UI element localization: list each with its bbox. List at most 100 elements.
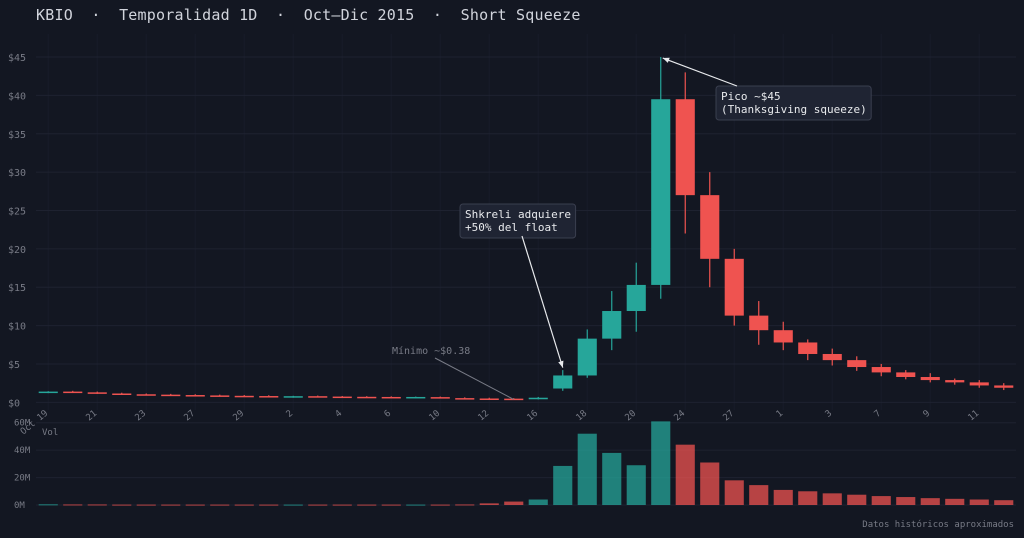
candle-body <box>210 395 230 397</box>
candle-body <box>577 338 597 376</box>
x-tick-label: 3 <box>824 409 835 420</box>
x-tick-label: 6 <box>383 409 394 420</box>
volume-bar <box>185 504 205 506</box>
candle-body <box>283 396 303 398</box>
volume-y-tick-label: 40M <box>14 446 31 456</box>
candle-body <box>479 398 499 400</box>
candle-body <box>381 396 401 399</box>
x-tick-label: 4 <box>334 409 345 420</box>
volume-y-tick-label: 0M <box>14 501 25 511</box>
candle-body <box>136 394 156 396</box>
volume-bar <box>430 504 450 506</box>
candle-body <box>602 311 622 339</box>
annotation-shkreli: Shkreli adquiere+50% del float <box>459 203 577 239</box>
annotation-peak: Pico ~$45(Thanksgiving squeeze) <box>715 85 872 121</box>
volume-bar <box>87 504 107 506</box>
candle-body <box>161 394 181 397</box>
y-tick-label: $10 <box>8 322 26 333</box>
candle-body <box>651 99 671 285</box>
candle-body <box>406 396 426 399</box>
x-tick-label: 23 <box>133 409 148 424</box>
candle-body <box>847 360 867 368</box>
candle-body <box>724 258 744 316</box>
volume-bar <box>332 504 352 506</box>
volume-bar <box>528 499 548 505</box>
volume-bar <box>945 498 965 505</box>
y-tick-label: $15 <box>8 283 26 294</box>
candle-body <box>308 396 328 398</box>
x-tick-label: 9 <box>922 409 933 420</box>
chart-title: KBIO · Temporalidad 1D · Oct–Dic 2015 · … <box>36 6 581 24</box>
candle-body <box>626 284 646 312</box>
annotation-text: Shkreli adquiere <box>465 208 571 221</box>
x-tick-label: 12 <box>476 409 491 424</box>
volume-bar <box>700 462 720 505</box>
volume-bar <box>969 499 989 505</box>
volume-bar <box>749 485 769 505</box>
volume-bar <box>896 497 916 505</box>
annotation-arrow <box>662 57 738 87</box>
candle-body <box>749 315 769 331</box>
candle-body <box>357 396 377 399</box>
volume-bar <box>626 465 646 505</box>
x-tick-label: 27 <box>721 409 736 424</box>
volume-bar <box>406 504 426 506</box>
x-tick-label: 2 <box>285 409 296 420</box>
candle-body <box>969 382 989 386</box>
candle-body <box>87 392 107 394</box>
candle-body <box>700 195 720 259</box>
candle-body <box>234 395 254 398</box>
volume-bar <box>994 500 1014 505</box>
x-tick-label: 27 <box>182 409 197 424</box>
y-tick-label: $35 <box>8 130 26 141</box>
y-tick-label: $25 <box>8 206 26 217</box>
annotation-arrow-head <box>662 57 670 63</box>
x-tick-label: 11 <box>966 409 981 424</box>
volume-bar <box>112 504 132 506</box>
volume-bar <box>381 504 401 506</box>
candle-body <box>871 367 891 373</box>
annotation-arrow <box>434 357 514 400</box>
x-tick-label: 29 <box>231 409 246 424</box>
candle-body <box>920 377 940 381</box>
volume-bar <box>577 433 597 505</box>
candle-body <box>896 372 916 378</box>
volume-label: Vol <box>42 428 58 438</box>
volume-bar <box>847 494 867 505</box>
volume-bar <box>504 501 524 505</box>
annotation-text: (Thanksgiving squeeze) <box>721 103 867 116</box>
y-tick-label: $5 <box>8 360 20 371</box>
y-tick-label: $30 <box>8 168 26 179</box>
volume-bar <box>259 504 279 506</box>
candle-body <box>112 393 132 396</box>
y-tick-label: $45 <box>8 53 26 64</box>
x-tick-label: 21 <box>84 409 99 424</box>
candle-body <box>38 391 58 394</box>
volume-bar <box>283 504 303 506</box>
volume-bar <box>602 452 622 505</box>
annotation-minimum: Mínimo ~$0.38 <box>392 345 470 357</box>
x-tick-label: 1 <box>775 409 786 420</box>
x-tick-label: 10 <box>427 409 442 424</box>
volume-bar <box>357 504 377 506</box>
y-tick-label: $0 <box>8 398 20 409</box>
candle-body <box>185 395 205 397</box>
x-tick-label: 20 <box>623 409 638 424</box>
volume-bar <box>479 503 499 505</box>
volume-bar <box>63 504 83 506</box>
x-tick-label: 24 <box>672 409 687 424</box>
x-tick-label: 7 <box>873 409 884 420</box>
volume-bar <box>773 489 793 505</box>
volume-bar <box>38 504 58 506</box>
y-tick-label: $40 <box>8 91 26 102</box>
x-tick-label: 18 <box>574 409 589 424</box>
y-tick-label: $20 <box>8 245 26 256</box>
footer-note: Datos históricos aproximados <box>862 520 1014 530</box>
volume-bar <box>553 465 573 505</box>
volume-bar <box>308 504 328 506</box>
candle-body <box>259 396 279 398</box>
candle-body <box>945 380 965 383</box>
volume-bar <box>724 480 744 505</box>
volume-bar <box>161 504 181 506</box>
